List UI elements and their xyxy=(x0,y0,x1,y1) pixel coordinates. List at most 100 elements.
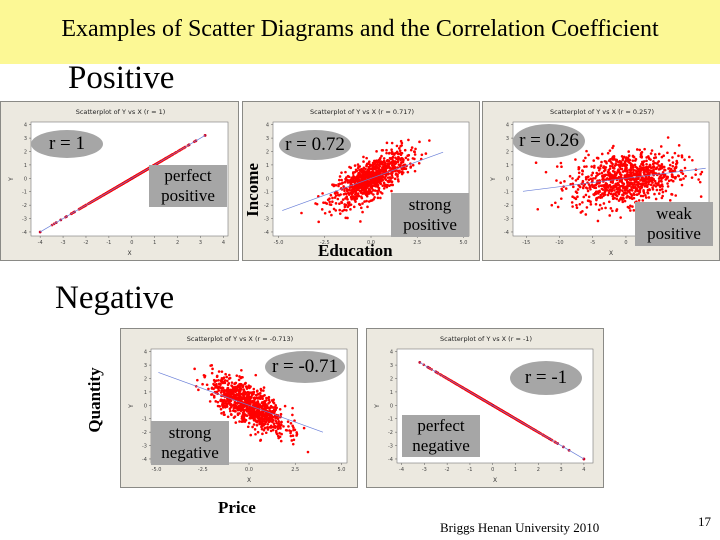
svg-text:-3: -3 xyxy=(142,444,147,450)
desc-line-2: positive xyxy=(403,215,457,234)
svg-text:-3: -3 xyxy=(388,444,393,450)
positive-heading: Positive xyxy=(68,60,175,96)
svg-text:3: 3 xyxy=(199,240,202,246)
svg-text:3: 3 xyxy=(24,136,27,142)
negative-heading: Negative xyxy=(55,280,175,316)
svg-text:2: 2 xyxy=(506,150,509,156)
svg-text:2: 2 xyxy=(390,377,393,383)
desc-line-1: perfect xyxy=(164,166,212,185)
svg-text:2: 2 xyxy=(176,240,179,246)
desc-line-1: strong xyxy=(168,423,212,442)
svg-text:Scatterplot of Y vs X (r = -0.: Scatterplot of Y vs X (r = -0.713) xyxy=(187,335,293,343)
desc-line-2: negative xyxy=(412,436,470,455)
correlation-description: weak positive xyxy=(635,202,713,246)
scatter-chart-weak-positive: Scatterplot of Y vs X (r = 0.257) -4 -3 -2 -… xyxy=(482,101,720,261)
svg-text:-2: -2 xyxy=(83,240,88,246)
svg-text:5.0: 5.0 xyxy=(459,240,467,246)
svg-text:-10: -10 xyxy=(555,240,563,246)
scatter-plot-svg: Scatterplot of Y vs X (r = 0.717) -4 -3 -2 -… xyxy=(250,108,470,257)
svg-text:-1: -1 xyxy=(467,467,472,473)
svg-text:5.0: 5.0 xyxy=(337,467,345,473)
svg-text:Y: Y xyxy=(128,404,135,409)
svg-text:Scatterplot of Y vs X (r = -1): Scatterplot of Y vs X (r = -1) xyxy=(440,335,532,343)
svg-text:-2: -2 xyxy=(388,430,393,436)
svg-text:1: 1 xyxy=(24,163,27,169)
svg-text:0.0: 0.0 xyxy=(367,240,375,246)
r-value-badge: r = 0.72 xyxy=(279,130,351,160)
svg-text:0: 0 xyxy=(144,403,147,409)
svg-text:0: 0 xyxy=(266,176,269,182)
x-axis-label-education: Education xyxy=(318,241,393,260)
svg-text:3: 3 xyxy=(266,136,269,142)
svg-text:-4: -4 xyxy=(399,467,404,473)
svg-text:2.5: 2.5 xyxy=(291,467,299,473)
svg-text:-2: -2 xyxy=(22,203,27,209)
correlation-description: strong negative xyxy=(151,421,229,465)
svg-text:-3: -3 xyxy=(422,467,427,473)
scatter-chart-strong-negative: Scatterplot of Y vs X (r = -0.713) -4 -3 -2… xyxy=(120,328,358,488)
desc-line-1: strong xyxy=(408,195,452,214)
x-axis-label-price: Price xyxy=(218,498,256,517)
svg-text:X: X xyxy=(609,250,613,257)
svg-text:-1: -1 xyxy=(22,190,27,196)
page-number: 17 xyxy=(698,514,711,529)
svg-text:-4: -4 xyxy=(142,457,147,463)
svg-text:-1: -1 xyxy=(264,190,269,196)
r-value-badge: r = -0.71 xyxy=(265,351,345,383)
svg-text:4: 4 xyxy=(506,123,509,129)
svg-text:-2: -2 xyxy=(142,430,147,436)
svg-text:-4: -4 xyxy=(388,457,393,463)
svg-text:Y: Y xyxy=(250,177,257,182)
svg-text:1: 1 xyxy=(266,163,269,169)
slide-title: Examples of Scatter Diagrams and the Cor… xyxy=(61,16,659,42)
svg-text:-4: -4 xyxy=(38,240,43,246)
svg-text:X: X xyxy=(127,250,131,257)
footer-credit: Briggs Henan University 2010 xyxy=(440,520,600,535)
svg-text:3: 3 xyxy=(144,363,147,369)
svg-text:Scatterplot of Y vs X (r = 0.2: Scatterplot of Y vs X (r = 0.257) xyxy=(550,108,654,116)
svg-text:Y: Y xyxy=(374,404,381,409)
svg-text:Y: Y xyxy=(490,177,497,182)
svg-text:-1: -1 xyxy=(388,417,393,423)
svg-text:1: 1 xyxy=(153,240,156,246)
svg-text:2: 2 xyxy=(266,150,269,156)
svg-text:-3: -3 xyxy=(22,217,27,223)
svg-text:0: 0 xyxy=(506,176,509,182)
desc-line-1: weak xyxy=(656,204,692,223)
r-value-badge: r = -1 xyxy=(510,361,582,395)
svg-text:0: 0 xyxy=(390,403,393,409)
svg-text:-2.5: -2.5 xyxy=(320,240,330,246)
desc-line-2: negative xyxy=(161,443,219,462)
svg-text:3: 3 xyxy=(506,136,509,142)
svg-text:2.5: 2.5 xyxy=(413,240,421,246)
desc-line-2: positive xyxy=(647,224,701,243)
svg-text:-15: -15 xyxy=(522,240,530,246)
scatter-chart-strong-positive: Scatterplot of Y vs X (r = 0.717) -4 -3 -2 -… xyxy=(242,101,480,261)
svg-text:X: X xyxy=(247,477,251,484)
svg-text:-3: -3 xyxy=(504,217,509,223)
svg-text:-4: -4 xyxy=(504,230,509,236)
svg-text:3: 3 xyxy=(390,363,393,369)
svg-text:4: 4 xyxy=(582,467,585,473)
svg-text:0: 0 xyxy=(130,240,133,246)
svg-text:-5: -5 xyxy=(590,240,595,246)
svg-text:2: 2 xyxy=(24,150,27,156)
svg-text:-2: -2 xyxy=(504,203,509,209)
svg-text:-1: -1 xyxy=(106,240,111,246)
svg-text:X: X xyxy=(369,250,373,257)
desc-line-2: positive xyxy=(161,186,215,205)
svg-text:-1: -1 xyxy=(504,190,509,196)
svg-text:X: X xyxy=(493,477,497,484)
title-banner: Examples of Scatter Diagrams and the Cor… xyxy=(0,0,720,64)
svg-text:4: 4 xyxy=(266,123,269,129)
scatter-chart-perfect-positive: Scatterplot of Y vs X (r = 1) -4 -3 -2 -1 0 1 2… xyxy=(0,101,239,261)
svg-text:1: 1 xyxy=(390,390,393,396)
svg-text:-1: -1 xyxy=(142,417,147,423)
y-axis-label-quantity: Quantity xyxy=(85,367,104,433)
svg-text:-3: -3 xyxy=(264,217,269,223)
r-value-badge: r = 1 xyxy=(31,130,103,158)
svg-text:Scatterplot of Y vs X (r = 0.7: Scatterplot of Y vs X (r = 0.717) xyxy=(310,108,414,116)
svg-text:-4: -4 xyxy=(264,230,269,236)
svg-text:1: 1 xyxy=(144,390,147,396)
svg-text:0: 0 xyxy=(491,467,494,473)
